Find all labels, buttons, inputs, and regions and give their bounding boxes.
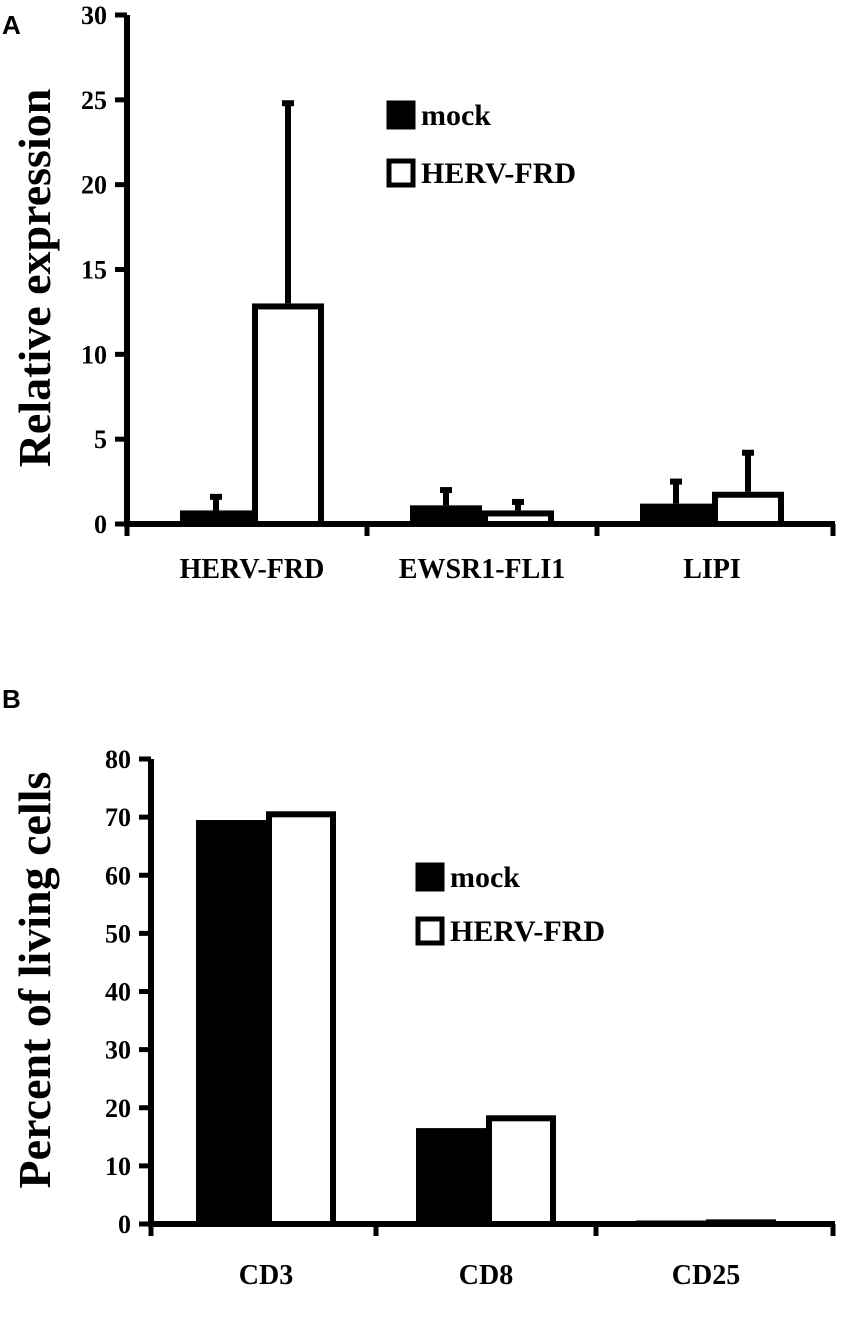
panel-a-bar-lipi-herv-frd: [712, 491, 784, 528]
panel-b-y-axis-title: Percent of living cells: [9, 772, 60, 1189]
panel-a: A Relative expression HERV-FRD EWSR1-FLI1…: [2, 1, 836, 585]
panel-b-y-tick-label: 40: [105, 978, 131, 1007]
panel-b-bar-cd3-herv-frd: [266, 811, 336, 1227]
panel-b-y-tick-label: 20: [105, 1094, 131, 1123]
panel-b-y-tick-label: 60: [105, 861, 131, 890]
panel-b-category-label: CD3: [239, 1260, 293, 1291]
panel-b: B Percent of living cells CD3 CD8 CD25 0 10 2…: [2, 684, 836, 1291]
panel-b-y-tick-label: 10: [105, 1152, 131, 1181]
panel-b-legend-swatch-herv-frd: [415, 916, 445, 946]
panel-b-plot: CD3 CD8 CD25 0 10 20 30 40 50 60 70 80 mock HERV-FRD: [105, 745, 836, 1291]
panel-b-legend-label-mock: mock: [450, 861, 520, 894]
panel-a-legend-swatch-herv-frd: [386, 158, 416, 188]
panel-a-y-tick-label: 15: [81, 256, 107, 285]
panel-a-y-tick-label: 0: [94, 510, 107, 539]
panel-b-label: B: [2, 684, 21, 714]
panel-a-y-tick-label: 25: [81, 86, 107, 115]
panel-b-bar-cd8-herv-frd: [486, 1115, 556, 1228]
panel-a-y-tick-label: 5: [94, 425, 107, 454]
panel-b-legend-label-herv-frd: HERV-FRD: [450, 915, 605, 948]
panel-b-bar-cd8-mock: [416, 1128, 486, 1227]
panel-b-y-tick-label: 80: [105, 745, 131, 774]
panel-b-y-tick-label: 0: [118, 1210, 131, 1239]
panel-a-legend-swatch-mock: [386, 100, 416, 130]
panel-b-legend-swatch-mock: [415, 862, 445, 892]
panel-b-category-label: CD8: [459, 1260, 513, 1291]
panel-a-y-tick-label: 20: [81, 171, 107, 200]
panel-a-bar-herv-frd-herv-frd: [252, 303, 324, 527]
panel-a-y-axis-title: Relative expression: [9, 89, 60, 468]
panel-a-category-label: LIPI: [683, 554, 741, 585]
panel-a-category-label: HERV-FRD: [180, 554, 325, 585]
panel-a-label: A: [2, 10, 21, 40]
panel-b-bar-cd3-mock: [196, 820, 266, 1227]
panel-b-category-label: CD25: [672, 1260, 740, 1291]
panel-a-category-label: EWSR1-FLI1: [399, 554, 565, 585]
panel-a-plot: HERV-FRD EWSR1-FLI1 LIPI 0 5 10 15 20 25 30 mock HE…: [81, 1, 836, 585]
panel-b-y-tick-label: 30: [105, 1036, 131, 1065]
panel-a-y-tick-label: 10: [81, 340, 107, 369]
panel-a-legend-label-herv-frd: HERV-FRD: [421, 157, 576, 190]
panel-a-legend-label-mock: mock: [421, 99, 491, 132]
panel-a-y-tick-label: 30: [81, 1, 107, 30]
panel-b-y-tick-label: 70: [105, 803, 131, 832]
panel-b-y-tick-label: 50: [105, 919, 131, 948]
